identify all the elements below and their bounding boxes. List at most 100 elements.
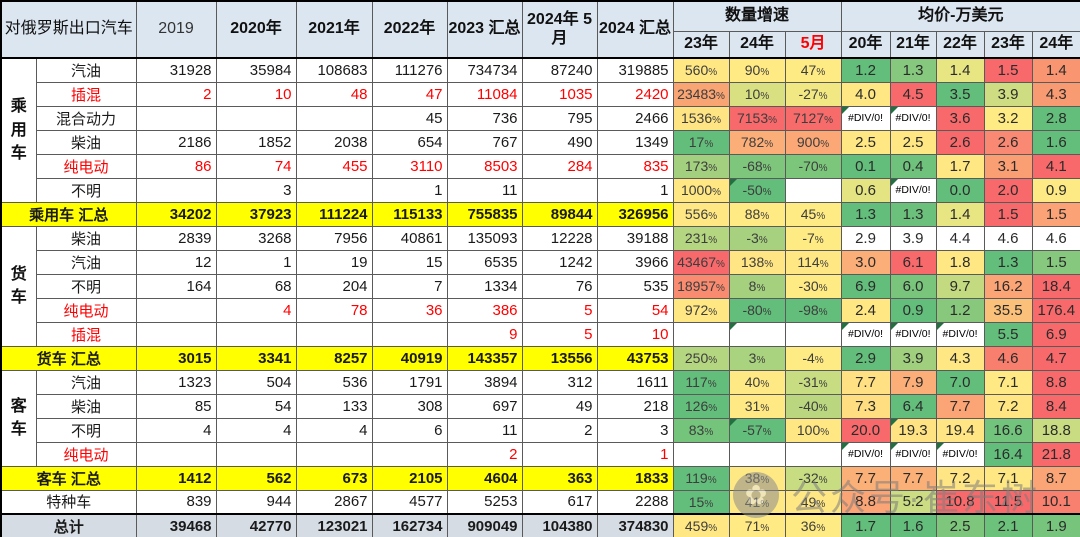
row-label: 乘用车 汇总 bbox=[0, 201, 137, 227]
qty-cell: 490 bbox=[521, 129, 598, 155]
qty-cell: 2 bbox=[135, 81, 217, 107]
qty-cell: 123021 bbox=[295, 513, 373, 537]
price-cell: 5.5 bbox=[983, 321, 1033, 347]
qty-cell: 1 bbox=[371, 177, 448, 203]
growth-cell: 36% bbox=[784, 513, 842, 537]
year-header-2021: 2021年 bbox=[295, 0, 373, 59]
growth-cell: 17% bbox=[672, 129, 730, 155]
growth-cell: 250% bbox=[672, 345, 730, 371]
price-cell: 1.7 bbox=[840, 513, 891, 537]
qty-cell: 4 bbox=[135, 417, 217, 443]
qty-cell bbox=[521, 177, 598, 203]
qty-cell: 43753 bbox=[596, 345, 674, 371]
price-cell: 2.9 bbox=[840, 345, 891, 371]
qty-cell: 363 bbox=[521, 465, 598, 491]
price-subheader-21: 21年 bbox=[889, 30, 937, 59]
growth-cell: 7153% bbox=[728, 105, 786, 131]
table-row: 插混 2 10 48 47 11084 1035 2420 23483% 10% -27% 4.0 4.… bbox=[1, 81, 1080, 107]
table-row: 柴油 2186 1852 2038 654 767 490 1349 17% 782% 900% 2.… bbox=[1, 129, 1080, 155]
price-cell: 3.9 bbox=[889, 225, 937, 251]
price-cell: 2.6 bbox=[983, 129, 1033, 155]
qty-cell: 386 bbox=[446, 297, 523, 323]
qty-cell: 89844 bbox=[521, 201, 598, 227]
table-row: 柴油 85 54 133 308 697 49 218 126% 31% -40% 7.3 6.4 7.7… bbox=[1, 393, 1080, 419]
price-cell: 2.1 bbox=[983, 513, 1033, 537]
price-cell: 0.1 bbox=[840, 153, 891, 179]
price-cell: 6.0 bbox=[889, 273, 937, 299]
price-cell: #DIV/0! bbox=[840, 321, 891, 347]
qty-cell: 319885 bbox=[596, 57, 674, 83]
growth-cell bbox=[728, 441, 786, 467]
qty-cell: 3894 bbox=[446, 369, 523, 395]
growth-cell bbox=[672, 321, 730, 347]
price-cell: 1.4 bbox=[935, 57, 985, 83]
qty-cell: 2186 bbox=[135, 129, 217, 155]
qty-cell bbox=[215, 105, 297, 131]
qty-cell: 104380 bbox=[521, 513, 598, 537]
qty-cell: 3268 bbox=[215, 225, 297, 251]
growth-cell: 173% bbox=[672, 153, 730, 179]
price-cell: 35.5 bbox=[983, 297, 1033, 323]
qty-cell: 11 bbox=[446, 177, 523, 203]
qty-cell: 562 bbox=[215, 465, 297, 491]
qty-cell: 108683 bbox=[295, 57, 373, 83]
price-cell: 6.9 bbox=[840, 273, 891, 299]
growth-subheader-may: 5月 bbox=[784, 30, 842, 59]
qty-cell: 1412 bbox=[135, 465, 217, 491]
qty-cell: 835 bbox=[596, 153, 674, 179]
qty-cell: 2867 bbox=[295, 489, 373, 515]
qty-cell bbox=[135, 177, 217, 203]
growth-subheader-24: 24年 bbox=[728, 30, 786, 59]
qty-cell: 48 bbox=[295, 81, 373, 107]
qty-cell: 1 bbox=[596, 441, 674, 467]
price-cell: 19.4 bbox=[935, 417, 985, 443]
qty-cell: 34202 bbox=[135, 201, 217, 227]
qty-cell: 1833 bbox=[596, 465, 674, 491]
qty-cell: 1 bbox=[596, 177, 674, 203]
qty-cell: 504 bbox=[215, 369, 297, 395]
group-label: 客 车 bbox=[0, 369, 37, 467]
growth-cell: -57% bbox=[728, 417, 786, 443]
growth-cell: 38% bbox=[728, 465, 786, 491]
growth-cell: 71% bbox=[728, 513, 786, 537]
price-cell: 8.7 bbox=[1031, 465, 1080, 491]
qty-cell: 1035 bbox=[521, 81, 598, 107]
price-cell: 8.8 bbox=[1031, 369, 1080, 395]
row-label: 不明 bbox=[35, 177, 137, 203]
qty-cell: 1349 bbox=[596, 129, 674, 155]
qty-cell: 3015 bbox=[135, 345, 217, 371]
qty-cell: 3 bbox=[215, 177, 297, 203]
qty-cell: 133 bbox=[295, 393, 373, 419]
qty-cell: 697 bbox=[446, 393, 523, 419]
qty-cell: 135093 bbox=[446, 225, 523, 251]
growth-cell: 1000% bbox=[672, 177, 730, 203]
growth-cell: 23483% bbox=[672, 81, 730, 107]
row-label: 特种车 bbox=[0, 489, 137, 515]
price-cell: 7.7 bbox=[840, 369, 891, 395]
qty-cell: 734734 bbox=[446, 57, 523, 83]
price-group-header: 均价-万美元 bbox=[840, 0, 1080, 32]
year-header-2024-may: 2024年 5月 bbox=[521, 0, 598, 59]
price-cell: 4.7 bbox=[1031, 345, 1080, 371]
year-header-2019: 2019 bbox=[135, 0, 217, 59]
price-cell: 4.1 bbox=[1031, 153, 1080, 179]
qty-cell bbox=[295, 441, 373, 467]
qty-cell: 839 bbox=[135, 489, 217, 515]
growth-cell: -30% bbox=[784, 273, 842, 299]
price-cell: #DIV/0! bbox=[840, 105, 891, 131]
growth-cell: 138% bbox=[728, 249, 786, 275]
qty-cell: 39468 bbox=[135, 513, 217, 537]
qty-cell: 1611 bbox=[596, 369, 674, 395]
price-cell: 9.7 bbox=[935, 273, 985, 299]
table-row: 货车 汇总 3015 3341 8257 40919 143357 13556 43753 25… bbox=[0, 345, 1080, 371]
row-label: 混合动力 bbox=[35, 105, 137, 131]
qty-cell bbox=[371, 321, 448, 347]
qty-cell: 49 bbox=[521, 393, 598, 419]
qty-cell: 218 bbox=[596, 393, 674, 419]
qty-cell: 3966 bbox=[596, 249, 674, 275]
table-row: 乘 用 车汽油 31928 35984 108683 111276 734734 87240… bbox=[0, 57, 1080, 203]
growth-cell: 114% bbox=[784, 249, 842, 275]
price-cell: 1.6 bbox=[1031, 129, 1080, 155]
growth-cell: 90% bbox=[728, 57, 786, 83]
